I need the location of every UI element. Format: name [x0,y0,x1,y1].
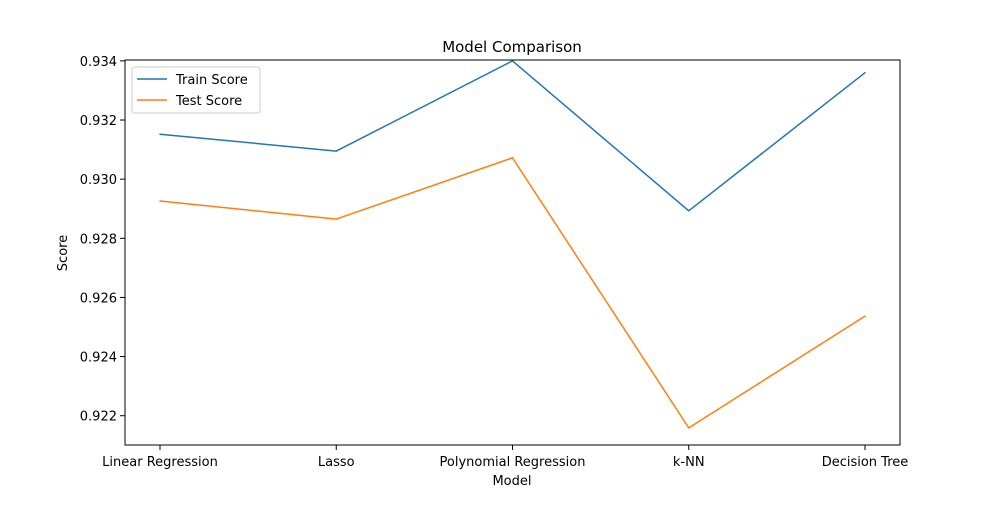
y-tick-label: 0.932 [80,114,117,129]
y-tick-label: 0.934 [80,55,117,70]
data-point [159,133,161,135]
y-tick-label: 0.922 [80,410,117,425]
chart-title: Model Comparison [442,38,582,56]
x-tick-label: Linear Regression [102,455,218,470]
x-axis-label: Model [492,474,531,489]
y-tick-label: 0.926 [80,291,117,306]
data-point [159,200,161,202]
data-point [864,315,866,317]
legend-label: Test Score [175,94,242,109]
data-point [688,210,690,212]
data-point [335,150,337,152]
legend: Train Score Test Score [131,66,261,114]
x-tick-label: k-NN [673,455,705,470]
series-layer [159,60,866,429]
x-tick-label: Lasso [318,455,355,470]
legend-label: Train Score [175,73,248,88]
y-axis: 0.922 0.924 0.926 0.928 0.930 0.932 0.934 [80,55,125,425]
x-tick-label: Polynomial Regression [440,455,586,470]
y-tick-label: 0.928 [80,232,117,247]
y-tick-label: 0.930 [80,173,117,188]
y-axis-label: Score [56,235,71,271]
data-point [511,60,514,62]
x-axis: Linear Regression Lasso Polynomial Regress… [102,445,908,470]
data-point [688,427,690,429]
y-tick-label: 0.924 [80,351,117,366]
data-point [335,218,337,220]
data-point [864,71,866,74]
data-point [511,157,514,159]
x-tick-label: Decision Tree [822,455,909,470]
